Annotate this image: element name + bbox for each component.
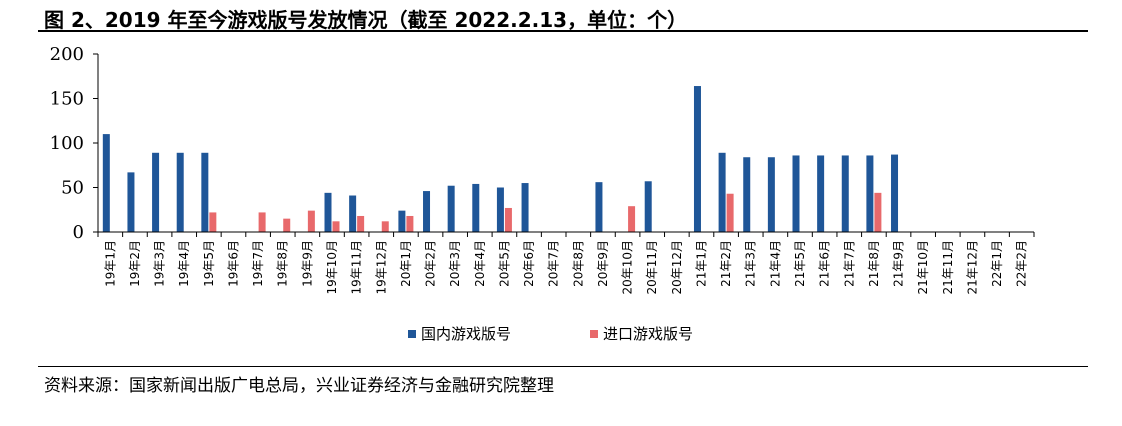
- bars: [102, 86, 899, 232]
- bar-domestic: [201, 152, 209, 232]
- bar-domestic: [176, 152, 184, 232]
- bar-domestic: [718, 152, 726, 232]
- bar-imported: [874, 192, 882, 232]
- x-tick-label: 21年1月: [694, 240, 708, 287]
- bar-domestic: [644, 181, 652, 232]
- x-tick-label: 19年2月: [128, 240, 142, 287]
- x-tick-label: 19年11月: [350, 240, 364, 295]
- x-tick-label: 22年1月: [990, 240, 1004, 287]
- x-tick-label: 21年12月: [965, 240, 979, 295]
- legend-swatch: [408, 330, 416, 338]
- x-tick-label: 19年12月: [374, 240, 388, 295]
- x-tick-label: 19年6月: [226, 240, 240, 287]
- bar-domestic: [472, 183, 480, 232]
- bar-imported: [357, 215, 365, 232]
- x-tick-label: 21年3月: [744, 240, 758, 287]
- bar-imported: [332, 221, 340, 232]
- x-tick-label: 21年9月: [892, 240, 906, 287]
- bar-domestic: [841, 155, 849, 232]
- x-tick-label: 20年6月: [522, 240, 536, 287]
- bar-domestic: [127, 172, 135, 232]
- legend-label: 国内游戏版号: [421, 325, 511, 343]
- y-tick-label: 200: [50, 44, 84, 65]
- x-tick-label: 19年4月: [177, 240, 191, 287]
- x-tick-label: 20年8月: [571, 240, 585, 287]
- x-tick-label: 21年4月: [768, 240, 782, 287]
- x-tick-label: 21年10月: [916, 240, 930, 295]
- x-tick-label: 20年4月: [473, 240, 487, 287]
- bar-domestic: [743, 157, 751, 232]
- legend: 国内游戏版号 进口游戏版号: [408, 325, 693, 343]
- legend-label: 进口游戏版号: [603, 325, 693, 343]
- bar-domestic: [324, 192, 332, 232]
- x-tick-label: 21年2月: [719, 240, 733, 287]
- bar-imported: [726, 193, 734, 232]
- bar-imported: [628, 206, 636, 232]
- page-title: 图 2、2019 年至今游戏版号发放情况（截至 2022.2.13，单位：个）: [44, 8, 688, 32]
- x-tick-label: 20年2月: [424, 240, 438, 287]
- x-axis: 19年1月 19年2月 19年3月 19年4月 19年5月 19年6月 19年7月 19年8月…: [97, 231, 1035, 295]
- x-tick-label: 20年3月: [448, 240, 462, 287]
- x-tick-label: 19年5月: [202, 240, 216, 287]
- y-tick-label: 50: [61, 178, 84, 199]
- x-tick-label: 20年10月: [621, 240, 635, 295]
- bar-imported: [381, 221, 389, 232]
- bar-domestic: [866, 155, 874, 232]
- title-divider: [38, 30, 1088, 32]
- x-tick-label: 22年2月: [1015, 240, 1029, 287]
- bar-domestic: [447, 185, 455, 232]
- bar-imported: [307, 210, 315, 232]
- bar-domestic: [817, 155, 825, 232]
- x-tick-label: 19年3月: [153, 240, 167, 287]
- x-tick-label: 20年1月: [399, 240, 413, 287]
- x-tick-label: 20年12月: [670, 240, 684, 295]
- legend-swatch: [590, 330, 598, 338]
- y-tick-label: 100: [50, 133, 84, 154]
- x-tick-label: 20年11月: [645, 240, 659, 295]
- y-tick-label: 0: [73, 222, 84, 243]
- x-tick-label: 21年6月: [818, 240, 832, 287]
- x-tick-label: 19年7月: [251, 240, 265, 287]
- bar-domestic: [792, 155, 800, 232]
- bar-imported: [209, 212, 217, 232]
- bar-imported: [258, 212, 266, 232]
- x-tick-label: 19年9月: [300, 240, 314, 287]
- x-tick-label: 21年5月: [793, 240, 807, 287]
- bar-domestic: [693, 86, 701, 232]
- source-divider: [38, 366, 1088, 367]
- x-tick-label: 19年8月: [276, 240, 290, 287]
- bar-imported: [283, 218, 291, 232]
- x-tick-label: 21年8月: [867, 240, 881, 287]
- bar-domestic: [102, 134, 110, 232]
- bar-imported: [406, 215, 414, 232]
- x-tick-label: 19年1月: [103, 240, 117, 287]
- y-axis: 0 50 100 150 200: [50, 44, 99, 243]
- bar-domestic: [521, 183, 529, 232]
- y-tick-label: 150: [50, 89, 84, 110]
- x-tick-label: 19年10月: [325, 240, 339, 295]
- x-tick-label: 21年7月: [842, 240, 856, 287]
- bar-domestic: [349, 195, 357, 232]
- bar-domestic: [767, 157, 775, 232]
- x-tick-label: 20年7月: [547, 240, 561, 287]
- x-tick-label: 20年5月: [497, 240, 511, 287]
- bar-domestic: [152, 152, 160, 232]
- bar-domestic: [398, 210, 406, 232]
- bar-domestic: [423, 191, 431, 232]
- bar-domestic: [496, 187, 504, 232]
- bar-domestic: [891, 154, 899, 232]
- x-tick-label: 20年9月: [596, 240, 610, 287]
- bar-imported: [504, 207, 512, 232]
- x-tick-label: 21年11月: [941, 240, 955, 295]
- bar-domestic: [595, 182, 603, 232]
- source-note: 资料来源：国家新闻出版广电总局，兴业证券经济与金融研究院整理: [44, 376, 554, 396]
